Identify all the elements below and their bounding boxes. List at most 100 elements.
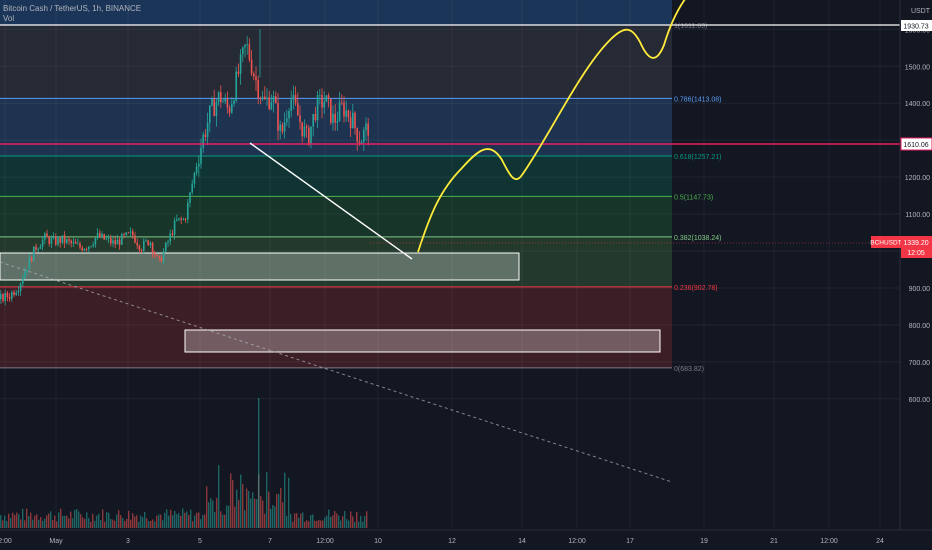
candle-body xyxy=(37,248,39,250)
volume-bar xyxy=(228,505,230,528)
time-tick-label: 12:00 xyxy=(820,538,838,545)
candle-body xyxy=(217,92,220,103)
price-tag-bg xyxy=(901,236,932,258)
volume-bar xyxy=(84,518,86,528)
volume-bar xyxy=(302,512,304,528)
candle-body xyxy=(184,219,187,220)
volume-bar xyxy=(294,513,296,528)
price-axis-bg xyxy=(900,0,932,550)
volume-bar xyxy=(244,510,246,528)
symbol-tag-text: BCHUSDT xyxy=(870,240,901,247)
volume-bar xyxy=(6,520,8,528)
volume-bar xyxy=(306,520,308,528)
candle-body xyxy=(103,234,105,240)
volume-bar xyxy=(62,515,64,528)
volume-bar xyxy=(74,509,76,528)
volume-bar xyxy=(252,492,254,528)
candle-body xyxy=(264,96,266,100)
volume-bar xyxy=(118,510,120,528)
candle-body xyxy=(277,103,279,131)
volume-bar xyxy=(162,520,164,528)
support-zone-lower xyxy=(184,329,661,353)
volume-bar xyxy=(138,521,140,528)
volume-bar xyxy=(32,519,34,528)
volume-bar xyxy=(168,515,170,528)
candle-body xyxy=(134,235,136,243)
candle-body xyxy=(11,292,13,299)
candle-body xyxy=(321,94,323,108)
projection-curve xyxy=(417,0,686,253)
candle-body xyxy=(338,102,341,121)
candle-body xyxy=(266,97,268,100)
volume-bar xyxy=(312,514,314,528)
dashed-trendline xyxy=(0,261,673,483)
price-axis[interactable]: 600.00700.00800.00900.001000.001100.0012… xyxy=(370,0,932,550)
volume-bars xyxy=(0,398,368,528)
symbol-title[interactable]: Bitcoin Cash / TetherUS, 1h, BINANCE xyxy=(3,4,142,13)
band-top xyxy=(0,0,672,26)
candle-body xyxy=(46,233,48,238)
volume-bar xyxy=(320,520,322,528)
candle-body xyxy=(297,103,299,116)
volume-bar xyxy=(172,515,174,528)
candle-body xyxy=(59,237,61,243)
volume-bar xyxy=(184,512,186,528)
candle-body xyxy=(151,242,154,253)
candle-body xyxy=(33,246,35,262)
candle-body xyxy=(352,112,354,128)
volume-bar xyxy=(164,512,166,528)
volume-bar xyxy=(100,520,102,528)
volume-indicator-label[interactable]: Vol xyxy=(3,14,15,23)
candle-body xyxy=(19,283,22,292)
candle-body xyxy=(334,113,336,123)
support-zones[interactable] xyxy=(0,252,661,353)
candle-body xyxy=(261,96,264,100)
level-tag-text: 1930.73 xyxy=(903,24,928,31)
volume-bar xyxy=(288,477,290,528)
candle-body xyxy=(211,98,213,106)
volume-bar xyxy=(10,518,12,528)
grid-lines xyxy=(0,0,900,530)
candle-body xyxy=(39,246,42,249)
time-axis[interactable]: 2:00 May 3 5 7 12:00 10 12 14 12:00 17 19 21 12:00 24 xyxy=(0,529,932,550)
candle-body xyxy=(255,76,257,81)
candle-body xyxy=(83,248,86,251)
volume-bar xyxy=(292,521,294,528)
candle-body xyxy=(136,242,138,246)
fib-label-0: 1(1611.63) xyxy=(674,23,707,30)
volume-bar xyxy=(122,518,124,528)
volume-bar xyxy=(274,506,276,528)
candle-body xyxy=(88,246,90,250)
volume-bar xyxy=(240,474,242,528)
candle-body xyxy=(279,124,281,131)
volume-bar xyxy=(134,516,136,528)
candle-body xyxy=(310,126,312,145)
drawing-tools[interactable] xyxy=(0,0,900,483)
volume-bar xyxy=(30,512,32,528)
volume-bar xyxy=(328,509,330,528)
volume-bar xyxy=(46,515,48,528)
volume-bar xyxy=(352,516,354,528)
candle-body xyxy=(314,114,317,121)
candle-body xyxy=(195,166,198,173)
candle-body xyxy=(349,117,352,128)
candle-body xyxy=(272,96,275,103)
volume-bar xyxy=(216,497,218,528)
volume-bar xyxy=(92,513,94,528)
candle-body xyxy=(358,141,361,145)
candle-body xyxy=(22,278,24,284)
volume-bar xyxy=(2,520,4,528)
candle-body xyxy=(325,95,328,102)
volume-bar xyxy=(78,511,80,528)
volume-bar xyxy=(56,521,58,528)
volume-bar xyxy=(12,512,14,528)
level-tag-1610: 1610.06 xyxy=(900,137,932,151)
volume-bar xyxy=(22,508,24,528)
candle-body xyxy=(248,44,251,60)
volume-bar xyxy=(222,514,224,528)
volume-bar xyxy=(98,513,100,528)
volume-bar xyxy=(114,520,116,528)
volume-bar xyxy=(28,516,30,528)
candle-body xyxy=(354,112,356,129)
